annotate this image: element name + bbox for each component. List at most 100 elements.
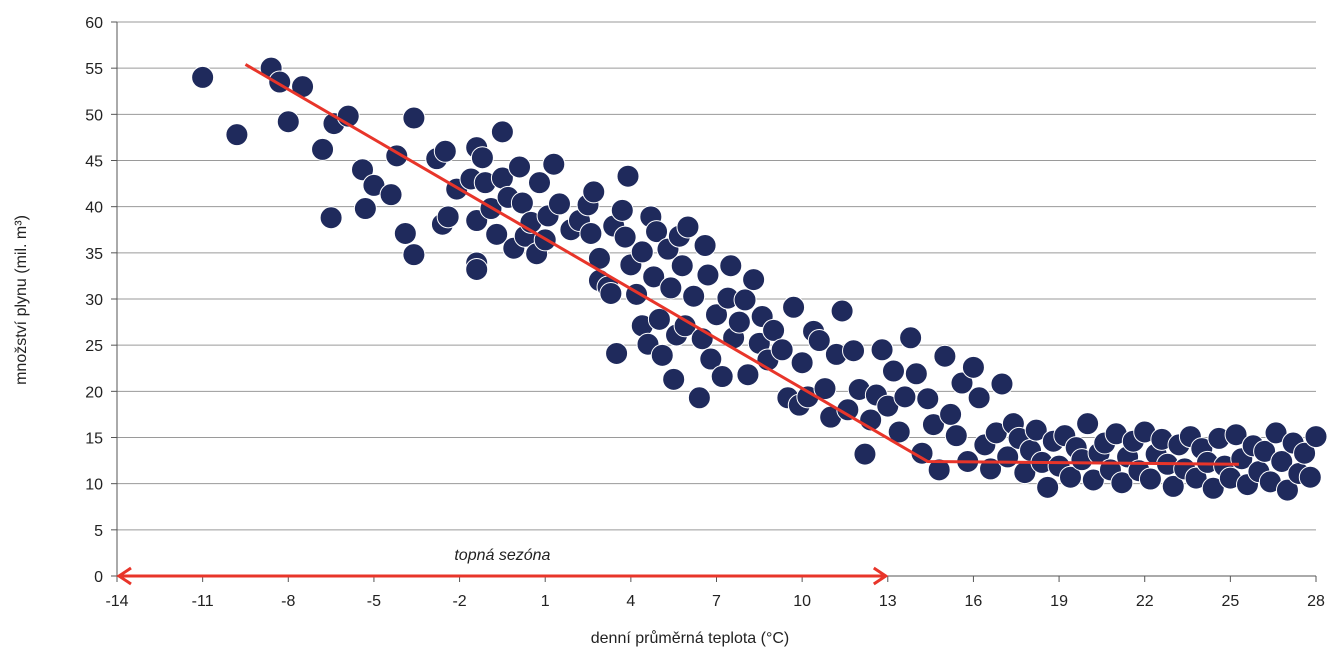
data-point — [1058, 465, 1082, 489]
data-point — [1293, 441, 1317, 465]
data-point — [1161, 474, 1185, 498]
data-point — [693, 233, 717, 257]
data-point — [311, 137, 335, 161]
data-point — [647, 307, 671, 331]
data-point — [645, 220, 669, 244]
data-point — [950, 371, 974, 395]
data-point — [670, 254, 694, 278]
data-point — [676, 215, 700, 239]
data-point — [1304, 425, 1328, 449]
data-point — [762, 318, 786, 342]
data-point — [939, 402, 963, 426]
data-point — [508, 155, 532, 179]
data-point — [881, 359, 905, 383]
data-point — [225, 123, 249, 147]
data-point — [967, 386, 991, 410]
y-tick-label: 15 — [85, 431, 103, 448]
data-point — [887, 420, 911, 444]
data-point — [719, 254, 743, 278]
data-point — [961, 355, 985, 379]
data-point — [727, 310, 751, 334]
data-point — [485, 222, 509, 246]
heating-season-label: topná sezóna — [454, 547, 550, 564]
y-tick-label: 5 — [94, 523, 103, 540]
data-point — [927, 458, 951, 482]
data-point — [579, 221, 603, 245]
data-point — [933, 344, 957, 368]
axes — [111, 21, 1317, 582]
data-point — [710, 365, 734, 389]
y-tick-label: 35 — [85, 246, 103, 263]
y-tick-label: 25 — [85, 338, 103, 355]
x-axis-title: denní průměrná teplota (°C) — [591, 629, 790, 647]
data-point — [1264, 421, 1288, 445]
data-point — [319, 206, 343, 230]
trend-line-group — [244, 63, 1239, 466]
x-tick-label: 7 — [712, 593, 721, 610]
y-tick-label: 10 — [85, 477, 103, 494]
x-tick-label: 4 — [626, 593, 635, 610]
arrow-head-right — [872, 566, 889, 586]
data-point — [547, 192, 571, 216]
x-tick-label: -2 — [452, 593, 466, 610]
data-point — [191, 65, 215, 89]
y-tick-label: 20 — [85, 384, 103, 401]
arrow-head-left — [116, 566, 132, 586]
data-point — [650, 343, 674, 367]
data-point — [1201, 476, 1225, 500]
x-tick-label: -11 — [192, 593, 214, 610]
y-tick-label: 50 — [85, 107, 103, 124]
data-point — [393, 221, 417, 245]
x-tick-label: 19 — [1050, 593, 1068, 610]
data-point — [696, 263, 720, 287]
data-point — [433, 139, 457, 163]
data-point — [842, 339, 866, 363]
data-point — [1224, 423, 1248, 447]
data-point — [379, 183, 403, 207]
data-point — [582, 180, 606, 204]
data-point — [1275, 478, 1299, 502]
data-point — [893, 385, 917, 409]
data-point — [853, 442, 877, 466]
x-tick-label: -8 — [281, 593, 295, 610]
data-point — [807, 329, 831, 353]
data-point — [921, 413, 945, 437]
y-tick-label: 40 — [85, 200, 103, 217]
data-point — [630, 240, 654, 264]
data-point — [870, 338, 894, 362]
data-point — [916, 387, 940, 411]
data-point — [470, 146, 494, 170]
data-point — [542, 152, 566, 176]
data-point — [830, 299, 854, 323]
tick-labels: 0 5 10 15 20 25 30 35 40 45 50 55 60 -14 -11 -8 -5 -2 1 4 7 1… — [85, 15, 1325, 610]
data-points — [191, 56, 1328, 502]
data-point — [642, 265, 666, 289]
data-point — [705, 303, 728, 327]
data-point — [490, 120, 514, 144]
data-point — [510, 191, 534, 215]
data-point — [353, 197, 377, 221]
data-point — [1138, 467, 1162, 491]
data-point — [736, 363, 760, 387]
data-point — [687, 386, 711, 410]
data-point — [351, 158, 375, 182]
data-point — [616, 164, 640, 188]
data-point — [944, 424, 968, 448]
data-point — [436, 205, 460, 229]
data-point — [813, 377, 837, 401]
data-point — [699, 347, 723, 371]
x-tick-label: 13 — [879, 593, 897, 610]
data-point — [659, 276, 683, 300]
data-point — [990, 372, 1014, 396]
data-point — [1024, 418, 1048, 442]
x-tick-label: 25 — [1221, 593, 1239, 610]
data-point — [1184, 466, 1208, 490]
annotations: topná sezóna — [116, 547, 889, 586]
data-point — [770, 338, 794, 362]
y-tick-label: 45 — [85, 154, 103, 171]
data-point — [1110, 471, 1134, 495]
x-tick-label: 1 — [541, 593, 550, 610]
data-point — [528, 171, 552, 195]
x-tick-label: 10 — [793, 593, 811, 610]
